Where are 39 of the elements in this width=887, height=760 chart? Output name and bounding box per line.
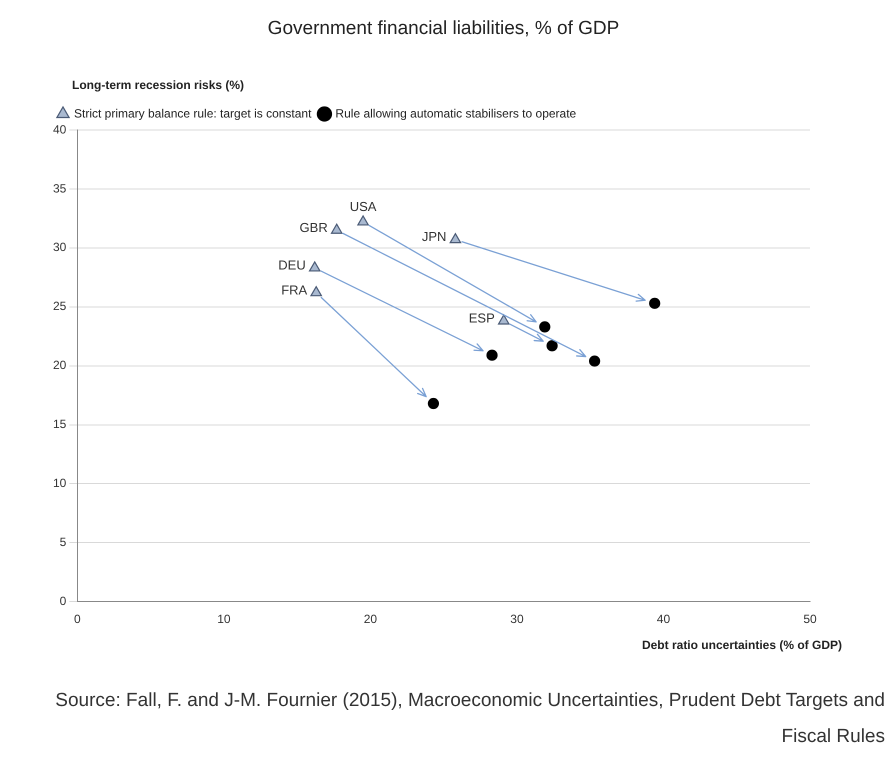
y-tick-label: 25: [52, 299, 67, 314]
x-tick-label: 0: [74, 612, 82, 626]
point: [310, 286, 322, 296]
legend-label: Rule allowing automatic stabilisers to operate: [335, 106, 577, 120]
annotation: FRA: [281, 282, 308, 298]
annotation: USA: [350, 199, 377, 214]
point: [330, 224, 343, 234]
y-tick-label: 0: [60, 594, 67, 608]
point: [428, 398, 440, 410]
point: [546, 340, 558, 352]
y-tick-label: 20: [52, 358, 67, 372]
x-tick-label: 20: [364, 612, 378, 626]
y-tick-label: 5: [60, 534, 67, 549]
point: [450, 233, 462, 244]
chart-title: Government financial liabilities, % of GDP: [266, 18, 620, 40]
y-tick-label: 15: [52, 417, 67, 432]
x-tick-label: 40: [656, 612, 670, 626]
annotation: GBR: [300, 220, 328, 235]
source-note: Source: Fall, F. and J-M. Fournier (2015), Macroeconomic Uncertainties, Prudent Debt Targets and Fiscal Rules: [54, 689, 885, 749]
point: [357, 215, 369, 226]
y-tick-label: 30: [52, 240, 67, 254]
annotation: JPN: [422, 229, 446, 244]
point: [486, 350, 498, 361]
x-tick-label: 10: [217, 612, 231, 626]
annotation: ESP: [468, 310, 495, 326]
x-axis-title: Debt ratio uncertainties (% of GDP): [642, 638, 842, 652]
point: [308, 261, 321, 272]
point: [649, 298, 660, 309]
y-tick-label: 10: [52, 476, 67, 490]
point: [498, 314, 510, 325]
point: [589, 355, 600, 367]
point: [539, 321, 550, 332]
y-axis-title: Long-term recession risks (%): [72, 78, 244, 92]
y-tick-label: 35: [52, 181, 67, 196]
y-tick-label: 40: [52, 122, 67, 136]
x-tick-label: 30: [510, 612, 524, 626]
legend-label: Strict primary balance rule: target is constant: [74, 106, 312, 120]
annotation: DEU: [278, 258, 306, 273]
x-tick-label: 50: [803, 612, 817, 626]
